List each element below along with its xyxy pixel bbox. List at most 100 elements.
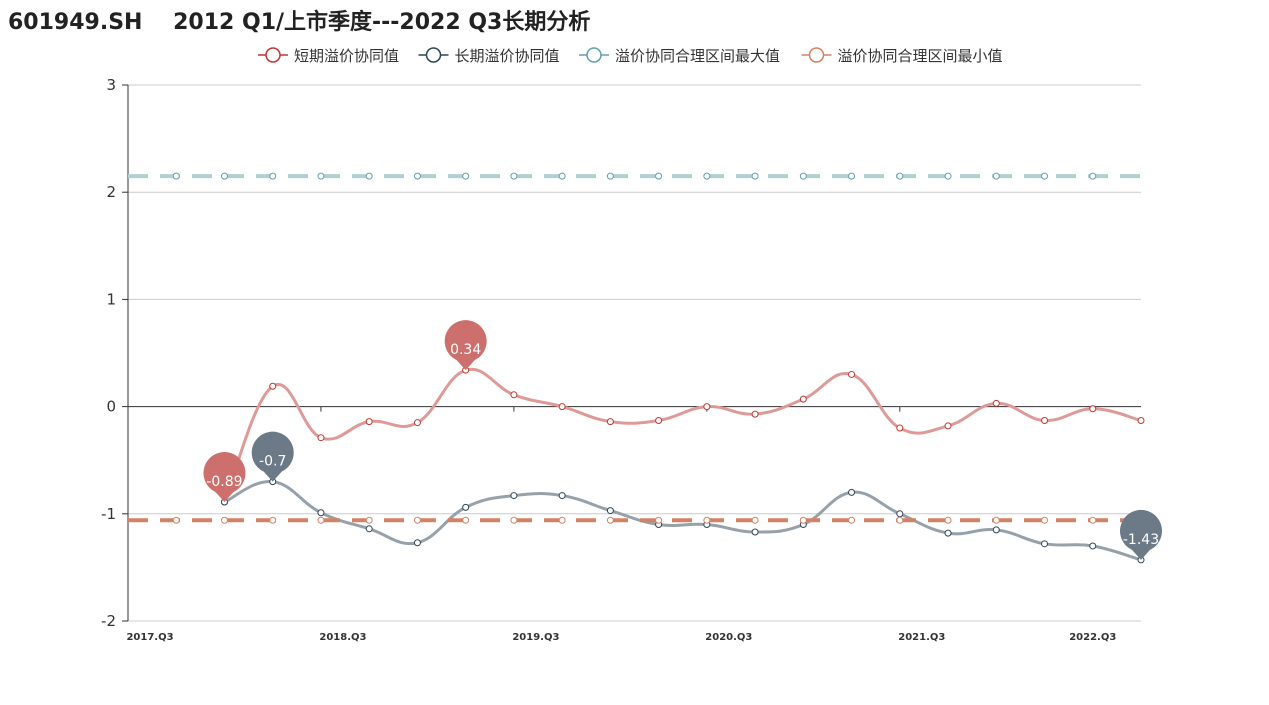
y-tick-label: 0 — [106, 398, 116, 416]
data-point — [172, 516, 180, 524]
x-tick-label: 2019.Q3 — [512, 632, 559, 643]
y-tick-label: -1 — [101, 505, 116, 523]
pin-marker: -0.7 — [251, 431, 294, 482]
data-point — [317, 509, 325, 517]
data-point — [992, 399, 1000, 407]
pin-shape — [444, 320, 487, 371]
axes-layer: 3 2 1 0 -1 -2 2017.Q3 2018.Q3 2019.Q3 2020.Q3 2021… — [101, 76, 1141, 643]
data-point — [799, 516, 807, 524]
data-point — [992, 172, 1000, 180]
data-point — [365, 516, 373, 524]
data-point — [1041, 417, 1049, 425]
pin-label: -0.89 — [206, 474, 242, 490]
data-point — [269, 516, 277, 524]
x-tick-label: 2022.Q3 — [1069, 632, 1116, 643]
pin-label: -0.7 — [259, 454, 286, 470]
data-point — [413, 539, 421, 547]
data-point — [944, 516, 952, 524]
data-point — [317, 434, 325, 442]
data-point — [558, 172, 566, 180]
data-point — [896, 424, 904, 432]
legend-label: 短期溢价协同值 — [294, 47, 399, 65]
marker-layer: -0.89 0.34 -0.7 -1.43 — [203, 320, 1163, 560]
data-point — [703, 516, 711, 524]
legend-item-3[interactable]: 溢价协同合理区间最小值 — [801, 47, 1003, 65]
legend-circle-icon — [265, 47, 281, 63]
data-point — [896, 172, 904, 180]
data-point — [510, 172, 518, 180]
data-point — [944, 529, 952, 537]
pin-label: -1.43 — [1123, 532, 1159, 548]
y-tick-label: -2 — [101, 612, 116, 630]
legend-circle-icon — [586, 47, 602, 63]
data-point — [462, 172, 470, 180]
data-point — [1089, 542, 1097, 550]
data-point — [992, 526, 1000, 534]
x-tick-label: 2020.Q3 — [705, 632, 752, 643]
data-point — [751, 410, 759, 418]
x-tick-label: 2018.Q3 — [319, 632, 366, 643]
data-point — [655, 417, 663, 425]
data-point — [510, 492, 518, 500]
data-point — [751, 528, 759, 536]
legend-circle-icon — [425, 47, 442, 63]
pin-label: 0.34 — [450, 342, 481, 358]
data-point — [1137, 417, 1145, 425]
data-point — [992, 516, 1000, 524]
data-point — [751, 172, 759, 180]
legend-item-1[interactable]: 长期溢价协同值 — [418, 47, 560, 65]
data-point — [944, 172, 952, 180]
data-point — [172, 172, 180, 180]
data-point — [1089, 516, 1097, 524]
data-point — [269, 382, 277, 390]
y-tick-label: 2 — [106, 183, 116, 201]
legend-label: 溢价协同合理区间最大值 — [615, 47, 780, 65]
data-point — [703, 172, 711, 180]
data-point — [606, 507, 614, 515]
data-point — [1041, 172, 1049, 180]
data-point — [1041, 516, 1049, 524]
legend-item-2[interactable]: 溢价协同合理区间最大值 — [579, 47, 780, 65]
pin-marker: 0.34 — [444, 320, 487, 371]
data-point — [365, 172, 373, 180]
data-point — [896, 510, 904, 518]
data-point — [751, 516, 759, 524]
data-point — [558, 516, 566, 524]
data-point — [606, 172, 614, 180]
data-point — [1089, 172, 1097, 180]
data-point — [655, 516, 663, 524]
data-point — [848, 516, 856, 524]
x-tick-label: 2021.Q3 — [898, 632, 945, 643]
data-point — [462, 503, 470, 511]
data-point — [413, 419, 421, 427]
data-point — [799, 172, 807, 180]
grid-layer — [128, 84, 1141, 622]
data-point — [655, 172, 663, 180]
data-point — [365, 525, 373, 533]
data-point — [269, 172, 277, 180]
data-point — [1089, 405, 1097, 413]
legend-item-0[interactable]: 短期溢价协同值 — [258, 47, 399, 65]
data-point — [317, 172, 325, 180]
legend-circle-icon — [808, 47, 825, 63]
data-point — [558, 492, 566, 500]
data-point — [606, 418, 614, 426]
x-tick-label: 2017.Q3 — [126, 632, 173, 643]
data-point — [896, 516, 904, 524]
data-point — [365, 418, 373, 426]
series-layer — [128, 172, 1145, 564]
data-point — [510, 391, 518, 399]
legend[interactable]: 短期溢价协同值 长期溢价协同值 溢价协同合理区间最大值 溢价协同合理区间最小值 — [258, 47, 1003, 65]
data-point — [848, 488, 856, 496]
data-point — [510, 516, 518, 524]
data-point — [848, 172, 856, 180]
pin-shape — [251, 431, 294, 482]
y-tick-label: 3 — [106, 76, 116, 94]
data-point — [462, 516, 470, 524]
data-point — [220, 172, 228, 180]
data-point — [1041, 540, 1049, 548]
data-point — [848, 370, 856, 378]
chart-title: 601949.SH 2012 Q1/上市季度---2022 Q3长期分析 — [8, 10, 591, 35]
series-line-0 — [223, 367, 1142, 503]
